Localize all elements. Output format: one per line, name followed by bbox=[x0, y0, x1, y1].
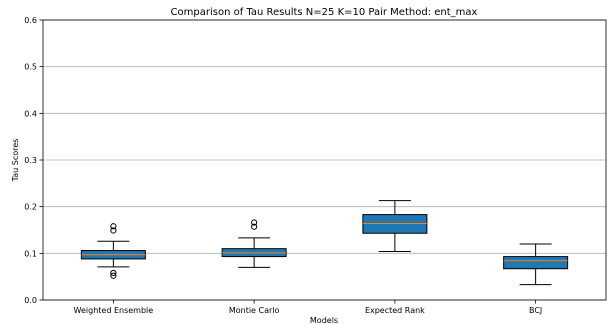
y-tick-label: 0.2 bbox=[24, 203, 37, 212]
chart-title: Comparison of Tau Results N=25 K=10 Pair… bbox=[171, 7, 478, 18]
box-group bbox=[503, 243, 569, 286]
y-tick-label: 0.3 bbox=[24, 156, 37, 165]
y-tick-label: 0.4 bbox=[24, 109, 37, 118]
x-tick-label: Expected Rank bbox=[365, 306, 425, 315]
outlier-point bbox=[110, 223, 117, 230]
box-group bbox=[80, 223, 146, 279]
box-group bbox=[221, 219, 287, 268]
plot-frame bbox=[42, 19, 607, 301]
y-axis-title: Tau Scores bbox=[11, 139, 20, 183]
iqr-box bbox=[503, 256, 569, 270]
outlier-point bbox=[251, 223, 258, 230]
x-tick-label: Weighted Ensemble bbox=[74, 306, 154, 315]
y-tick-label: 0.0 bbox=[24, 296, 37, 305]
y-tick-label: 0.1 bbox=[24, 249, 37, 258]
x-axis-title: Models bbox=[310, 316, 338, 324]
outlier-point bbox=[251, 219, 258, 226]
x-tick-label: Montie Carlo bbox=[229, 306, 280, 315]
y-tick-label: 0.6 bbox=[24, 16, 37, 25]
outlier-point bbox=[110, 227, 117, 234]
y-tick-label: 0.5 bbox=[24, 63, 37, 72]
outlier-point bbox=[110, 272, 117, 279]
box-group bbox=[362, 200, 428, 252]
outlier-point bbox=[110, 269, 117, 277]
x-tick-label: BCJ bbox=[529, 306, 542, 315]
